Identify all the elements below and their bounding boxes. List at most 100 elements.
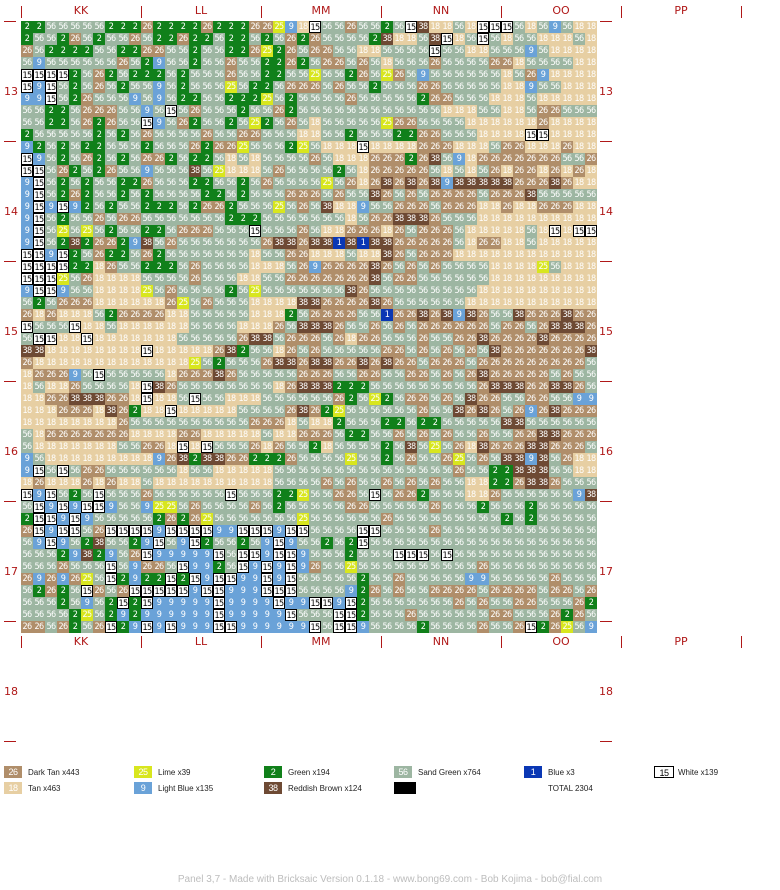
mosaic-cell: 38	[381, 357, 393, 369]
mosaic-cell: 38	[189, 165, 201, 177]
mosaic-cell: 56	[393, 381, 405, 393]
mosaic-cell: 25	[237, 141, 249, 153]
mosaic-cell: 26	[393, 345, 405, 357]
mosaic-cell: 26	[225, 369, 237, 381]
mosaic-cell: 56	[393, 561, 405, 573]
mosaic-cell: 56	[357, 561, 369, 573]
mosaic-cell: 56	[153, 465, 165, 477]
mosaic-cell: 56	[381, 549, 393, 561]
mosaic-cell: 26	[429, 225, 441, 237]
mosaic-cell: 26	[141, 153, 153, 165]
mosaic-cell: 2	[381, 441, 393, 453]
mosaic-cell: 56	[381, 597, 393, 609]
mosaic-cell: 56	[117, 489, 129, 501]
legend-swatch: 25	[134, 766, 152, 778]
mosaic-cell: 38	[477, 369, 489, 381]
mosaic-cell: 38	[321, 321, 333, 333]
mosaic-cell: 26	[21, 45, 33, 57]
mosaic-cell: 26	[45, 573, 57, 585]
mosaic-cell: 18	[489, 213, 501, 225]
mosaic-cell: 15	[357, 525, 369, 537]
mosaic-cell: 56	[177, 213, 189, 225]
mosaic-cell: 38	[513, 417, 525, 429]
mosaic-cell: 18	[537, 141, 549, 153]
mosaic-cell: 56	[105, 585, 117, 597]
mosaic-cell: 56	[237, 297, 249, 309]
mosaic-cell: 15	[237, 561, 249, 573]
mosaic-cell: 56	[453, 129, 465, 141]
mosaic-cell: 56	[453, 429, 465, 441]
mosaic-cell: 26	[93, 81, 105, 93]
grid-tick	[4, 621, 16, 622]
mosaic-cell: 56	[165, 93, 177, 105]
mosaic-cell: 26	[405, 357, 417, 369]
mosaic-cell: 9	[249, 597, 261, 609]
mosaic-cell: 56	[165, 189, 177, 201]
mosaic-cell: 9	[585, 393, 597, 405]
mosaic-cell: 56	[573, 501, 585, 513]
mosaic-cell: 9	[189, 561, 201, 573]
mosaic-cell: 25	[297, 513, 309, 525]
mosaic-cell: 38	[105, 405, 117, 417]
mosaic-cell: 18	[537, 225, 549, 237]
mosaic-cell: 56	[213, 285, 225, 297]
mosaic-cell: 56	[201, 357, 213, 369]
mosaic-cell: 56	[117, 501, 129, 513]
mosaic-cell: 18	[513, 93, 525, 105]
mosaic-cell: 15	[33, 273, 45, 285]
mosaic-cell: 56	[201, 321, 213, 333]
mosaic-cell: 26	[441, 93, 453, 105]
mosaic-cell: 56	[513, 561, 525, 573]
mosaic-cell: 18	[129, 357, 141, 369]
mosaic-cell: 25	[369, 393, 381, 405]
legend-label: White x139	[678, 768, 719, 777]
mosaic-cell: 2	[285, 141, 297, 153]
mosaic-cell: 18	[81, 441, 93, 453]
mosaic-cell: 2	[117, 45, 129, 57]
mosaic-cell: 18	[153, 297, 165, 309]
mosaic-cell: 2	[345, 429, 357, 441]
mosaic-cell: 18	[561, 45, 573, 57]
mosaic-cell: 18	[525, 261, 537, 273]
mosaic-cell: 18	[501, 93, 513, 105]
mosaic-cell: 9	[153, 93, 165, 105]
mosaic-cell: 56	[177, 333, 189, 345]
mosaic-cell: 9	[129, 93, 141, 105]
mosaic-cell: 26	[393, 165, 405, 177]
mosaic-cell: 9	[285, 597, 297, 609]
mosaic-cell: 18	[57, 333, 69, 345]
mosaic-cell: 38	[69, 393, 81, 405]
mosaic-cell: 26	[81, 153, 93, 165]
mosaic-cell: 2	[69, 81, 81, 93]
mosaic-cell: 56	[45, 21, 57, 33]
mosaic-cell: 56	[237, 405, 249, 417]
mosaic-cell: 18	[69, 357, 81, 369]
mosaic-cell: 26	[285, 57, 297, 69]
mosaic-cell: 9	[189, 585, 201, 597]
mosaic-cell: 56	[537, 513, 549, 525]
mosaic-cell: 56	[465, 561, 477, 573]
mosaic-cell: 26	[93, 465, 105, 477]
mosaic-cell: 26	[345, 489, 357, 501]
mosaic-cell: 15	[45, 285, 57, 297]
mosaic-cell: 56	[573, 153, 585, 165]
mosaic-cell: 56	[369, 381, 381, 393]
mosaic-cell: 56	[477, 417, 489, 429]
mosaic-cell: 56	[213, 249, 225, 261]
mosaic-cell: 56	[189, 417, 201, 429]
mosaic-cell: 18	[45, 405, 57, 417]
mosaic-cell: 56	[405, 45, 417, 57]
mosaic-cell: 2	[417, 93, 429, 105]
mosaic-cell: 2	[57, 549, 69, 561]
mosaic-cell: 15	[441, 549, 453, 561]
mosaic-cell: 56	[81, 69, 93, 81]
mosaic-cell: 15	[417, 549, 429, 561]
mosaic-cell: 56	[537, 549, 549, 561]
mosaic-cell: 26	[261, 237, 273, 249]
mosaic-cell: 56	[429, 333, 441, 345]
mosaic-cell: 26	[477, 393, 489, 405]
mosaic-cell: 26	[285, 453, 297, 465]
mosaic-cell: 9	[573, 393, 585, 405]
mosaic-cell: 56	[189, 69, 201, 81]
mosaic-cell: 56	[585, 369, 597, 381]
